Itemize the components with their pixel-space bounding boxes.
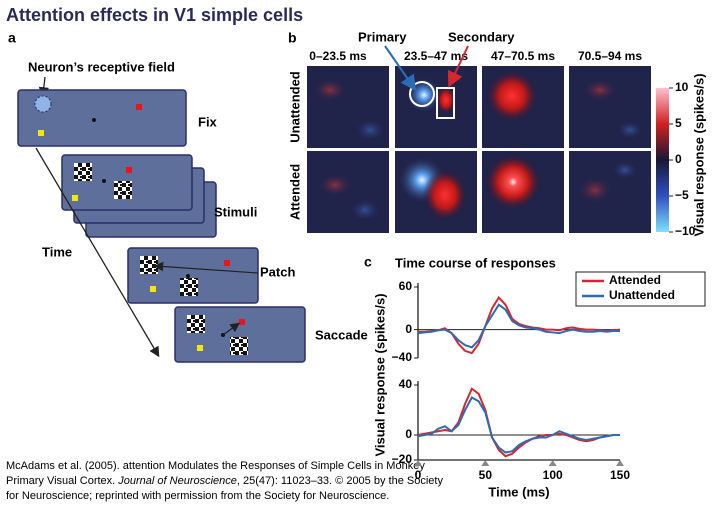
annotation: Primary [358, 29, 407, 44]
x-tick-label: 150 [610, 468, 630, 482]
series-line [417, 396, 620, 454]
legend-label: Unattended [609, 288, 675, 302]
time-label: Time [42, 244, 72, 259]
chart-title: Time course of responses [395, 255, 556, 270]
series-line [417, 303, 620, 349]
x-tick [616, 460, 624, 466]
colorbar-tick-label: 0 [675, 152, 682, 166]
time-window: 47–70.5 ms [491, 49, 555, 63]
heatmaps [307, 45, 669, 233]
colorbar-tick-label: −5 [675, 188, 689, 202]
x-tick-label: 100 [543, 468, 563, 482]
y-tick-label: 40 [399, 377, 413, 391]
citation-part: Journal of Neuroscience [117, 475, 237, 487]
y-tick-label: −40 [392, 350, 413, 364]
colorbar [656, 88, 669, 232]
y-axis-label: Visual response (spikes/s) [372, 293, 387, 456]
x-tick [481, 460, 490, 466]
colorbar-tick-label: −10 [675, 224, 696, 238]
x-tick [548, 460, 557, 466]
colorbar-label: Visual response (spikes/s) [691, 73, 706, 236]
figure-title: Attention effects in V1 simple cells [6, 5, 303, 25]
rf-label: Neuron’s receptive field [28, 59, 175, 74]
step-label: Stimuli [214, 204, 257, 219]
time-window: 23.5–47 ms [404, 49, 468, 63]
row-label: Unattended [287, 71, 302, 143]
citation: Primary Visual Cortex. Journal of Neuros… [6, 475, 443, 487]
x-tick [414, 460, 422, 466]
y-tick-label: 0 [405, 427, 412, 441]
y-tick-label: −20 [392, 452, 413, 466]
time-window: 0–23.5 ms [309, 49, 367, 63]
row-label: Attended [287, 164, 302, 220]
time-window: 70.5–94 ms [578, 49, 642, 63]
x-tick-label: 50 [479, 468, 493, 482]
step-label: Fix [198, 114, 218, 129]
step-label: Saccade [315, 327, 368, 342]
citation-part: Primary Visual Cortex. [6, 475, 118, 487]
citation: for Neuroscience; reprinted with permiss… [6, 490, 389, 502]
panel-label: b [288, 30, 297, 46]
slides [17, 89, 306, 363]
annotation: Secondary [448, 29, 515, 44]
legend-box [575, 271, 706, 307]
step-label: Patch [260, 264, 295, 279]
y-tick-label: 60 [399, 279, 413, 293]
panel-label: a [8, 30, 16, 46]
y-tick-label: 0 [405, 322, 412, 336]
panel-label: c [364, 254, 372, 270]
colorbar-tick-label: 10 [675, 80, 689, 94]
x-axis-label: Time (ms) [488, 484, 549, 499]
citation-part: , 25(47): 11023–33. © 2005 by the Societ… [237, 475, 444, 487]
citation: McAdams et al. (2005). attention Modulat… [6, 460, 425, 472]
colorbar-tick-label: 5 [675, 116, 682, 130]
legend-label: Attended [609, 273, 661, 287]
x-tick-label: 0 [415, 468, 422, 482]
